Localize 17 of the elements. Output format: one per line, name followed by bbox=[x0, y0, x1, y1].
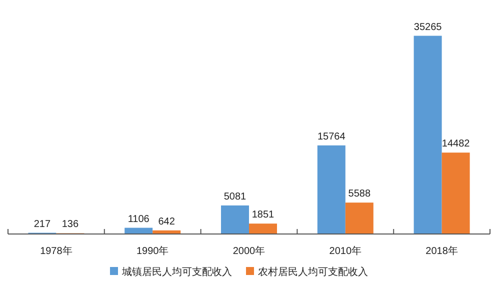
data-label: 5588 bbox=[348, 188, 371, 200]
legend-label: 农村居民人均可支配收入 bbox=[258, 266, 368, 278]
data-label: 1106 bbox=[128, 214, 150, 225]
data-label: 642 bbox=[158, 216, 176, 228]
x-tick-label: 2010年 bbox=[329, 245, 362, 257]
data-label: 35265 bbox=[414, 22, 442, 33]
x-tick-label: 1978年 bbox=[40, 245, 72, 257]
data-label: 5081 bbox=[224, 191, 247, 202]
x-tick-label: 2000年 bbox=[232, 245, 266, 257]
x-tick-label: 2018年 bbox=[426, 245, 458, 257]
data-label: 14482 bbox=[442, 138, 470, 150]
data-label: 136 bbox=[62, 219, 79, 230]
x-tick-label: 1990年 bbox=[136, 245, 169, 257]
legend-label: 城镇居民人均可支配收入 bbox=[121, 266, 232, 278]
data-label: 217 bbox=[34, 218, 51, 230]
data-label: 1851 bbox=[252, 210, 275, 221]
data-label: 15764 bbox=[317, 131, 346, 142]
